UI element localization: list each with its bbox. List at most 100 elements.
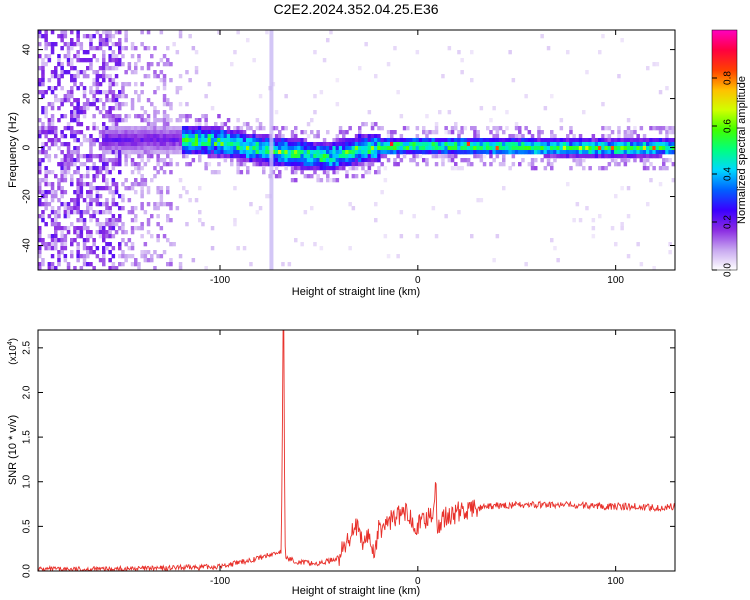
heatmap-cell bbox=[102, 30, 106, 35]
heatmap-cell bbox=[156, 158, 160, 163]
heatmap-cell bbox=[108, 242, 112, 247]
heatmap-cell bbox=[335, 154, 340, 159]
heatmap-cell bbox=[166, 214, 170, 219]
heatmap-cell bbox=[422, 150, 426, 155]
heatmap-cell bbox=[399, 210, 404, 215]
heatmap-cell bbox=[79, 210, 84, 215]
heatmap-cell bbox=[380, 138, 384, 143]
heatmap-cell bbox=[102, 70, 106, 75]
heatmap-cell bbox=[444, 130, 448, 135]
heatmap-cell bbox=[102, 62, 106, 67]
heatmap-cell bbox=[255, 146, 260, 151]
heatmap-cell bbox=[492, 106, 496, 111]
heatmap-cell bbox=[50, 106, 55, 111]
heatmap-cell bbox=[92, 70, 96, 75]
heatmap-cell bbox=[252, 142, 256, 147]
heatmap-cell bbox=[130, 102, 135, 107]
heatmap-cell bbox=[367, 170, 372, 175]
heatmap-cell bbox=[377, 158, 381, 163]
heatmap-cell bbox=[114, 154, 119, 159]
heatmap-cell bbox=[562, 146, 567, 151]
heatmap-cell bbox=[367, 146, 372, 151]
heatmap-cell bbox=[102, 230, 106, 235]
colorbar-tick-label: 0.6 bbox=[723, 119, 734, 133]
heatmap-cell bbox=[162, 158, 167, 163]
heatmap-cell bbox=[130, 126, 135, 131]
heatmap-cell bbox=[230, 162, 234, 167]
heatmap-cell bbox=[626, 154, 631, 159]
heatmap-cell bbox=[118, 134, 122, 139]
heatmap-cell bbox=[428, 142, 432, 147]
heatmap-cell bbox=[156, 74, 160, 79]
heatmap-cell bbox=[38, 34, 42, 39]
heatmap-cell bbox=[169, 242, 173, 247]
heatmap-cell bbox=[194, 126, 199, 131]
heatmap-cell bbox=[105, 110, 109, 115]
heatmap-cell bbox=[66, 62, 71, 67]
heatmap-cell bbox=[217, 150, 221, 155]
heatmap-cell bbox=[102, 74, 106, 79]
heatmap-cell bbox=[617, 150, 621, 155]
heatmap-cell bbox=[137, 130, 141, 135]
heatmap-cell bbox=[47, 170, 52, 175]
heatmap-cell bbox=[86, 262, 90, 267]
heatmap-cell bbox=[44, 54, 48, 59]
heatmap-cell bbox=[111, 246, 116, 251]
heatmap-cell bbox=[153, 118, 157, 123]
heatmap-cell bbox=[92, 126, 96, 131]
heatmap-cell bbox=[50, 218, 55, 223]
heatmap-cell bbox=[559, 118, 564, 123]
heatmap-cell bbox=[102, 154, 106, 159]
heatmap-cell bbox=[54, 194, 58, 199]
heatmap-cell bbox=[156, 130, 160, 135]
heatmap-cell bbox=[130, 46, 135, 51]
heatmap-cell bbox=[118, 118, 122, 123]
heatmap-cell bbox=[137, 162, 141, 167]
heatmap-cell bbox=[50, 46, 55, 51]
heatmap-cell bbox=[297, 150, 301, 155]
heatmap-cell bbox=[345, 170, 349, 175]
heatmap-cell bbox=[76, 58, 80, 63]
heatmap-cell bbox=[470, 126, 474, 131]
heatmap-cell bbox=[582, 146, 586, 151]
heatmap-cell bbox=[377, 126, 381, 131]
heatmap-cell bbox=[194, 130, 199, 135]
heatmap-cell bbox=[70, 222, 74, 227]
heatmap-cell bbox=[630, 134, 634, 139]
heatmap-cell bbox=[198, 130, 202, 135]
heatmap-cell bbox=[290, 134, 295, 139]
heatmap-cell bbox=[239, 138, 244, 143]
heatmap-cell bbox=[44, 46, 48, 51]
heatmap-cell bbox=[44, 62, 48, 67]
heatmap-cell bbox=[431, 142, 436, 147]
heatmap-cell bbox=[598, 166, 602, 171]
heatmap-cell bbox=[518, 162, 522, 167]
heatmap-cell bbox=[105, 150, 109, 155]
heatmap-cell bbox=[508, 146, 512, 151]
heatmap-cell bbox=[175, 134, 180, 139]
heatmap-cell bbox=[578, 158, 583, 163]
heatmap-cell bbox=[38, 186, 42, 191]
heatmap-cell bbox=[668, 150, 672, 155]
heatmap-cell bbox=[169, 102, 173, 107]
heatmap-cell bbox=[252, 58, 256, 63]
heatmap-cell bbox=[111, 138, 116, 143]
heatmap-cell bbox=[540, 158, 544, 163]
heatmap-cell bbox=[89, 154, 93, 159]
heatmap-cell bbox=[210, 150, 215, 155]
heatmap-cell bbox=[130, 70, 135, 75]
heatmap-cell bbox=[156, 126, 160, 131]
heatmap-cell bbox=[482, 150, 487, 155]
heatmap-cell bbox=[530, 166, 535, 171]
heatmap-cell bbox=[95, 90, 100, 95]
heatmap-cell bbox=[534, 146, 538, 151]
heatmap-cell bbox=[118, 46, 122, 51]
heatmap-cell bbox=[153, 142, 157, 147]
heatmap-cell bbox=[140, 234, 144, 239]
heatmap-cell bbox=[671, 162, 675, 167]
heatmap-cell bbox=[658, 130, 663, 135]
heatmap-cell bbox=[124, 70, 128, 75]
heatmap-cell bbox=[588, 150, 592, 155]
heatmap-cell bbox=[226, 138, 231, 143]
heatmap-cell bbox=[153, 70, 157, 75]
